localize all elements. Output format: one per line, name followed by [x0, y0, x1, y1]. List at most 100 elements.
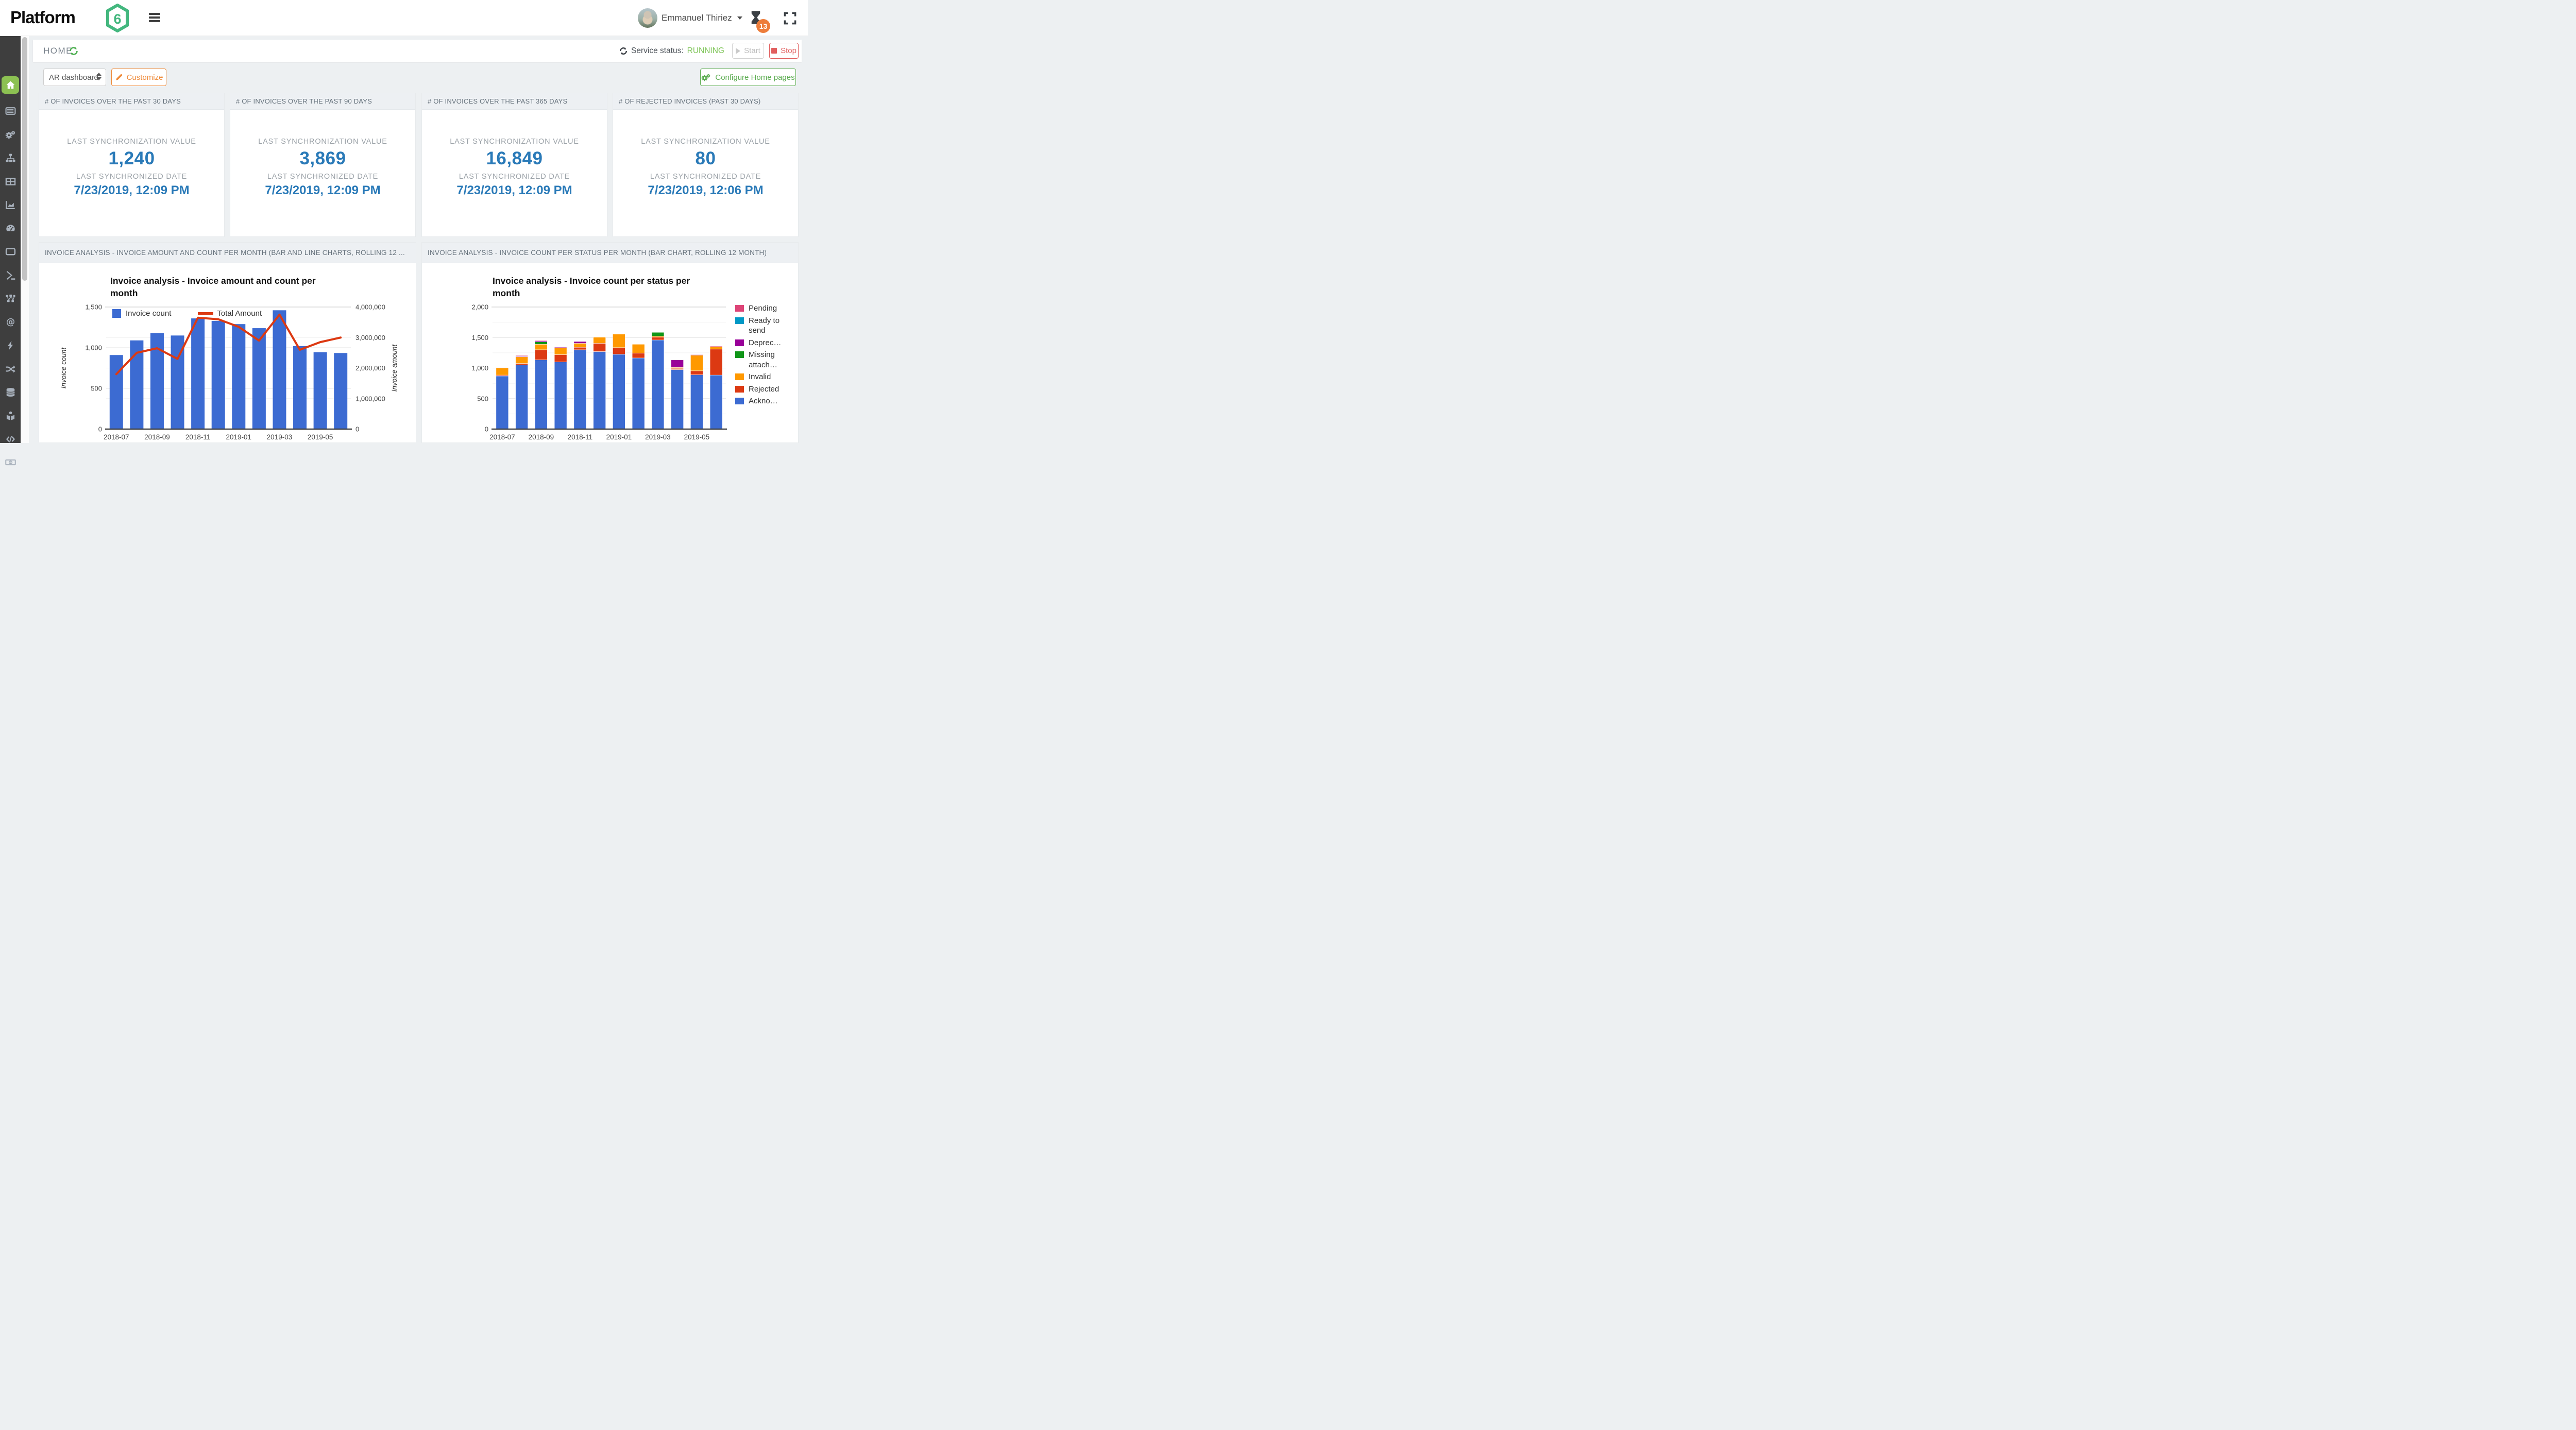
hamburger-menu-icon[interactable] [149, 13, 160, 24]
customize-button[interactable]: Customize [111, 69, 166, 86]
sidebar-item-shuffle[interactable] [2, 360, 19, 378]
stat-card-header: # OF REJECTED INVOICES (PAST 30 DAYS) [613, 93, 798, 110]
sidebar-item-home[interactable] [2, 76, 19, 94]
legend-item-ready-to-send: Ready to send [735, 316, 795, 336]
stat-card-invoices-90d: # OF INVOICES OVER THE PAST 90 DAYS LAST… [230, 93, 416, 237]
refresh-icon[interactable] [619, 47, 628, 55]
svg-text:0: 0 [98, 425, 102, 433]
sidebar-item-list[interactable] [2, 102, 19, 120]
configure-home-pages-button[interactable]: Configure Home pages [700, 69, 796, 86]
stat-card-header: # OF INVOICES OVER THE PAST 365 DAYS [422, 93, 607, 110]
legend-swatch [735, 373, 744, 380]
service-status-label: Service status: [631, 46, 684, 55]
sidebar-item-window[interactable] [2, 243, 19, 260]
terminal-icon [6, 270, 15, 280]
svg-text:2019-03: 2019-03 [267, 433, 293, 441]
legend-swatch [735, 317, 744, 324]
sidebar-item-sitemap[interactable] [2, 149, 19, 166]
chart-legend: Invoice count Total Amount [112, 309, 262, 318]
sidebar-item-gauge[interactable] [2, 219, 19, 237]
avatar[interactable] [638, 8, 657, 28]
refresh-icon[interactable] [69, 46, 78, 56]
sync-date-label: LAST SYNCHRONIZED DATE [459, 173, 570, 181]
play-icon [736, 47, 741, 54]
sync-date-label: LAST SYNCHRONIZED DATE [650, 173, 761, 181]
sidebar-item-banknote[interactable]: 1 [2, 453, 19, 471]
invoice-status-panel: INVOICE ANALYSIS - INVOICE COUNT PER STA… [421, 242, 799, 443]
svg-text:2,000: 2,000 [471, 303, 488, 311]
sidebar-item-terminal[interactable] [2, 266, 19, 284]
legend-swatch [735, 339, 744, 346]
svg-text:500: 500 [91, 385, 102, 393]
fullscreen-icon[interactable] [783, 11, 797, 25]
legend-label: Invoice count [126, 309, 172, 318]
gears-icon [702, 74, 710, 81]
chart-legend: Pending Ready to send Deprec… Missing attac… [735, 303, 795, 408]
svg-text:2019-01: 2019-01 [226, 433, 252, 441]
legend-label: Total Amount [217, 309, 262, 318]
table-icon [5, 177, 15, 185]
svg-text:2018-11: 2018-11 [185, 433, 211, 441]
sync-date-label: LAST SYNCHRONIZED DATE [267, 173, 379, 181]
sidebar-item-at-sign[interactable]: @ [2, 313, 19, 331]
legend-swatch [735, 398, 744, 404]
svg-text:2018-09: 2018-09 [529, 433, 554, 441]
sync-date: 7/23/2019, 12:09 PM [456, 183, 572, 197]
sync-value-label: LAST SYNCHRONIZATION VALUE [67, 138, 196, 146]
legend-swatch [735, 385, 744, 393]
svg-text:2018-11: 2018-11 [568, 433, 593, 441]
area-chart-icon [5, 200, 15, 209]
gauge-icon [6, 224, 15, 231]
legend-item-deprec: Deprec… [735, 338, 795, 348]
dashboard-select[interactable]: AR dashboard [43, 69, 106, 86]
svg-text:@: @ [6, 317, 14, 327]
sidebar-item-database[interactable] [2, 383, 19, 401]
sync-date: 7/23/2019, 12:09 PM [74, 183, 190, 197]
chart-title: Invoice analysis - Invoice count per sta… [493, 276, 690, 298]
chart-title: Invoice analysis - Invoice amount and co… [110, 276, 316, 298]
svg-text:2018-09: 2018-09 [144, 433, 170, 441]
sidebar-item-table[interactable] [2, 173, 19, 190]
legend-swatch [735, 351, 744, 358]
select-arrows-icon [96, 73, 101, 80]
database-icon [6, 387, 14, 397]
svg-text:0: 0 [355, 425, 359, 433]
stop-button[interactable]: Stop [769, 43, 799, 59]
workflow-icon [5, 294, 15, 302]
code-icon [6, 435, 15, 442]
svg-text:2019-05: 2019-05 [308, 433, 333, 441]
sidebar-item-code[interactable] [2, 430, 19, 448]
scrollbar-thumb[interactable] [22, 37, 27, 281]
service-status: Service status: RUNNING [619, 40, 724, 62]
legend-label: Pending [749, 304, 777, 313]
legend-swatch [735, 305, 744, 312]
start-button[interactable]: Start [732, 43, 764, 59]
svg-text:0: 0 [485, 425, 488, 433]
sync-date: 7/23/2019, 12:09 PM [265, 183, 381, 197]
svg-text:6: 6 [113, 11, 121, 27]
at-sign-icon: @ [6, 317, 14, 327]
logo-text: Platform [10, 8, 76, 27]
sync-value: 3,869 [299, 148, 346, 168]
sidebar-item-workflow[interactable] [2, 290, 19, 307]
sidebar-item-area-chart[interactable] [2, 196, 19, 213]
sync-value-label: LAST SYNCHRONIZATION VALUE [641, 138, 770, 146]
sidebar-item-bolt[interactable] [2, 336, 19, 354]
sidebar-item-podium[interactable] [2, 407, 19, 424]
svg-text:4,000,000: 4,000,000 [355, 303, 385, 311]
svg-text:2018-07: 2018-07 [104, 433, 129, 441]
stat-card-rejected-30d: # OF REJECTED INVOICES (PAST 30 DAYS) LA… [613, 93, 799, 237]
user-menu[interactable]: Emmanuel Thiriez [662, 0, 742, 36]
banknote-icon: 1 [5, 459, 16, 465]
svg-text:1,500: 1,500 [85, 303, 102, 311]
bolt-icon [7, 341, 13, 350]
home-icon [6, 81, 14, 89]
page-header-bar: HOME Service status: RUNNING Start Stop [33, 40, 802, 62]
sync-value-label: LAST SYNCHRONIZATION VALUE [258, 138, 387, 146]
chevron-down-icon [737, 16, 742, 20]
stat-card-invoices-30d: # OF INVOICES OVER THE PAST 30 DAYS LAST… [39, 93, 225, 237]
sidebar-item-gears[interactable] [2, 126, 19, 143]
pencil-icon [115, 74, 122, 80]
shuffle-icon [6, 365, 15, 372]
svg-text:2019-05: 2019-05 [684, 433, 710, 441]
